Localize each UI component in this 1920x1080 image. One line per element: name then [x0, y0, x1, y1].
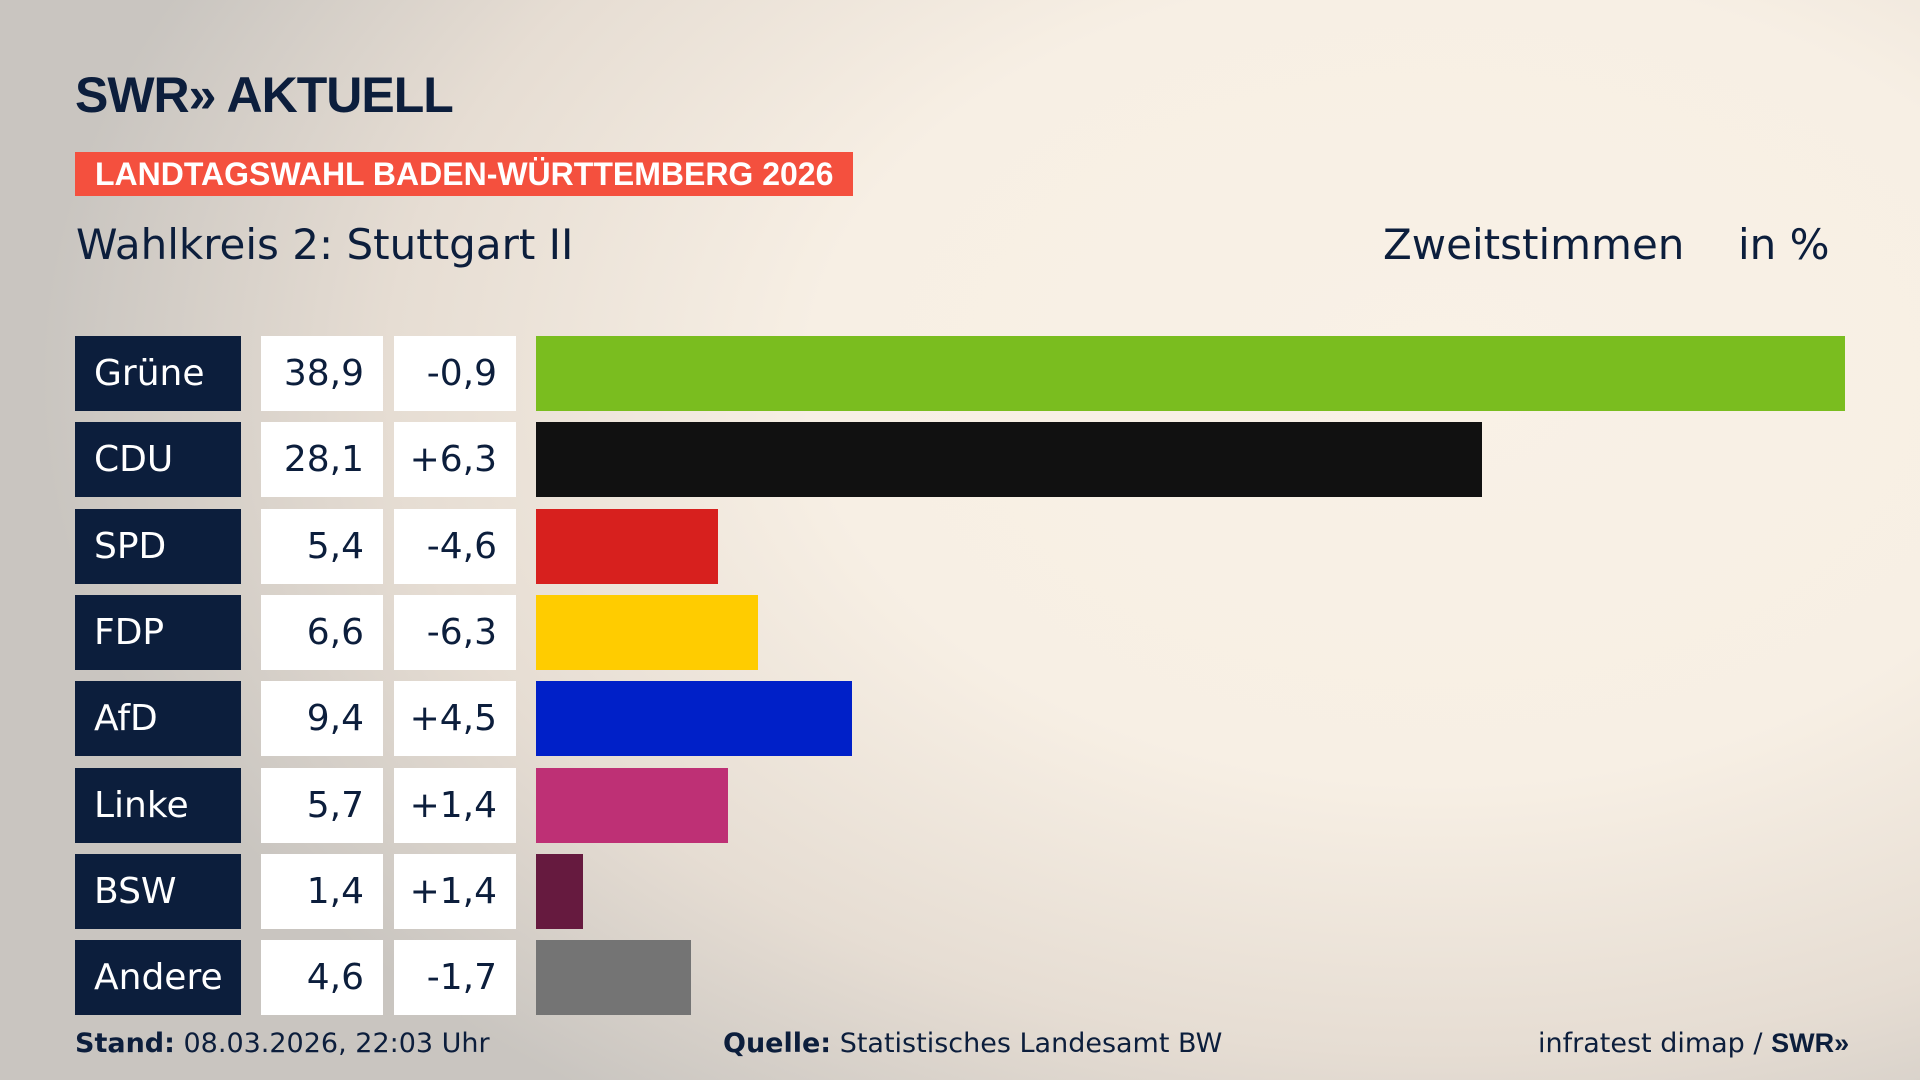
swr-logo: SWR»: [1771, 1028, 1850, 1058]
party-label: Linke: [75, 767, 241, 843]
change-label: -1,7: [394, 940, 516, 1016]
quelle: Quelle: Statistisches Landesamt BW: [723, 1028, 1222, 1059]
stand-label: Stand:: [75, 1028, 175, 1059]
change-label: -0,9: [394, 336, 516, 411]
party-label: AfD: [75, 681, 241, 757]
party-label: FDP: [75, 594, 241, 670]
stand: Stand: 08.03.2026, 22:03 Uhr: [75, 1028, 490, 1059]
value-label: 28,1: [261, 422, 383, 498]
bar: [536, 508, 718, 584]
credit-text: infratest dimap /: [1538, 1028, 1772, 1059]
bar: [536, 336, 1845, 411]
value-label: 38,9: [261, 336, 383, 411]
party-label: Grüne: [75, 336, 241, 411]
party-label: Andere: [75, 940, 241, 1016]
change-label: +6,3: [394, 422, 516, 498]
result-row: AfD 9,4 +4,5: [0, 681, 1920, 757]
result-row: CDU 28,1 +6,3: [0, 422, 1920, 498]
change-label: -6,3: [394, 594, 516, 670]
result-row: SPD 5,4 -4,6: [0, 508, 1920, 584]
result-row: Andere 4,6 -1,7: [0, 940, 1920, 1016]
bar: [536, 853, 584, 929]
quelle-value: Statistisches Landesamt BW: [831, 1028, 1223, 1059]
party-label: CDU: [75, 422, 241, 498]
result-row: Grüne 38,9 -0,9: [0, 336, 1920, 411]
value-label: 4,6: [261, 940, 383, 1016]
value-label: 6,6: [261, 594, 383, 670]
party-label: SPD: [75, 508, 241, 584]
change-label: +1,4: [394, 853, 516, 929]
party-label: BSW: [75, 853, 241, 929]
bar: [536, 681, 853, 757]
change-label: +4,5: [394, 681, 516, 757]
unit-label: in %: [1738, 220, 1830, 269]
value-label: 9,4: [261, 681, 383, 757]
change-label: +1,4: [394, 767, 516, 843]
bar: [536, 422, 1482, 498]
bar: [536, 594, 759, 670]
quelle-label: Quelle:: [723, 1028, 832, 1059]
value-label: 5,4: [261, 508, 383, 584]
swr-aktuell-logo: SWR» AKTUELL: [75, 67, 454, 123]
value-label: 5,7: [261, 767, 383, 843]
credit: infratest dimap / SWR»: [1538, 1028, 1849, 1059]
election-banner: LANDTAGSWAHL BADEN-WÜRTTEMBERG 2026: [75, 152, 854, 196]
measure-label: Zweitstimmen: [1383, 220, 1685, 269]
result-row: FDP 6,6 -6,3: [0, 594, 1920, 670]
page-title: Wahlkreis 2: Stuttgart II: [76, 220, 574, 269]
result-row: Linke 5,7 +1,4: [0, 767, 1920, 843]
value-label: 1,4: [261, 853, 383, 929]
change-label: -4,6: [394, 508, 516, 584]
stand-value: 08.03.2026, 22:03 Uhr: [174, 1028, 490, 1059]
bar: [536, 940, 691, 1016]
bar: [536, 767, 728, 843]
result-row: BSW 1,4 +1,4: [0, 853, 1920, 929]
